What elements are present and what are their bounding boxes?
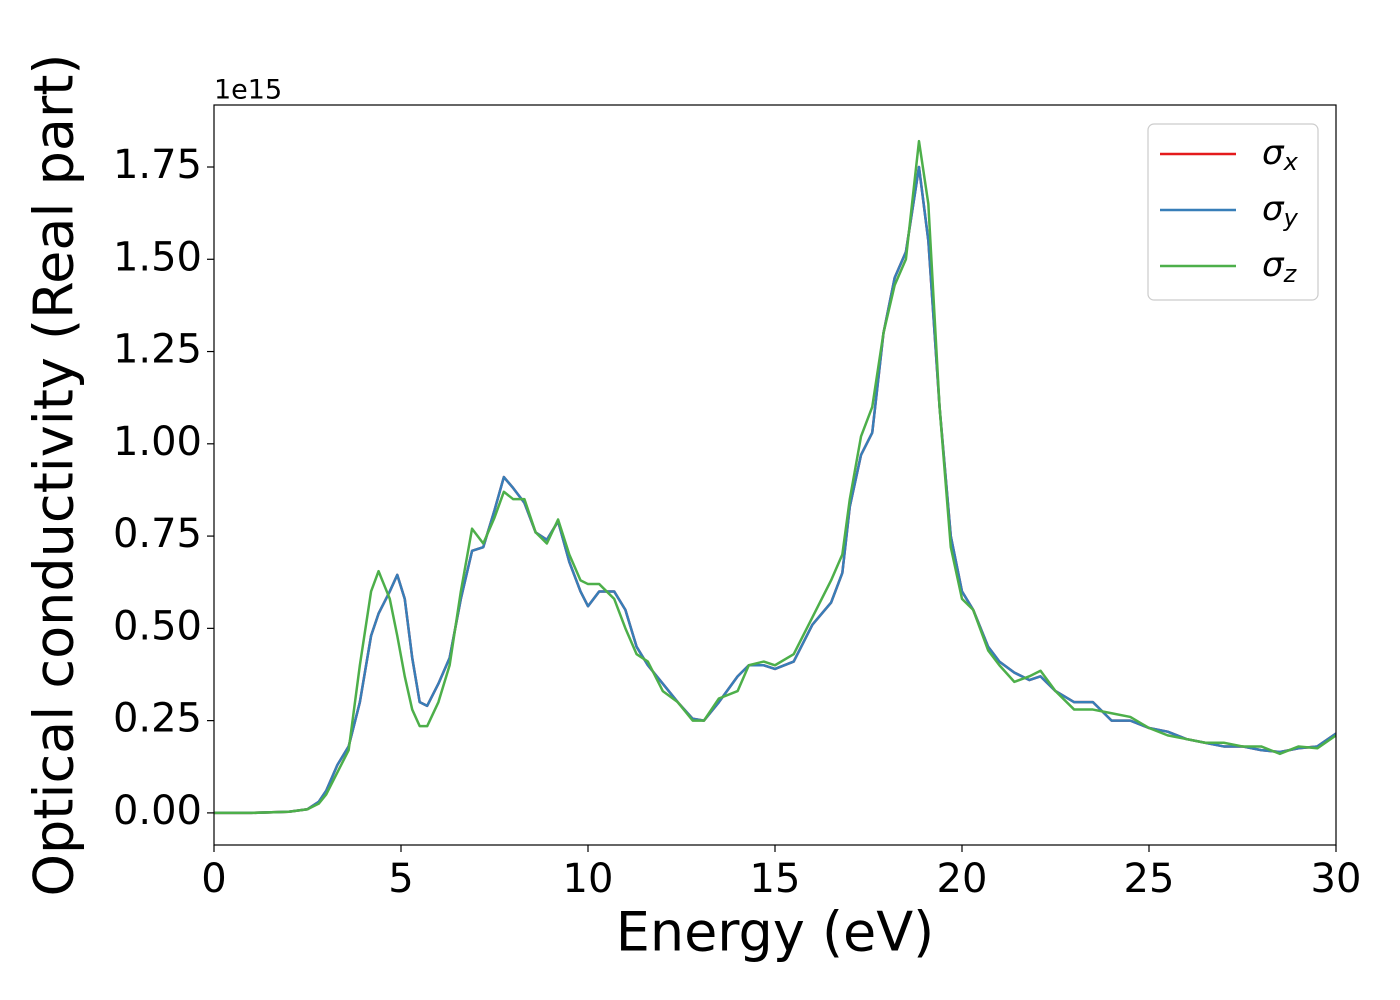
x-tick-label: 25 — [1124, 856, 1175, 902]
x-tick-label: 0 — [201, 856, 226, 902]
x-tick-label: 5 — [388, 856, 413, 902]
series-line — [214, 139, 1336, 815]
x-tick-label: 30 — [1311, 856, 1362, 902]
x-axis-label: Energy (eV) — [616, 901, 935, 964]
y-tick-label: 1.75 — [113, 142, 202, 188]
y-tick-label: 0.50 — [113, 603, 202, 649]
y-tick-label: 1.25 — [113, 327, 202, 373]
y-tick-label: 0.00 — [113, 788, 202, 834]
y-tick-label: 0.75 — [113, 511, 202, 557]
x-tick-label: 20 — [937, 856, 988, 902]
y-tick-label: 1.00 — [113, 419, 202, 465]
plot-frame — [213, 104, 1337, 846]
legend-box — [1147, 123, 1319, 301]
legend-label: σy — [1262, 189, 1299, 233]
legend-label: σx — [1262, 133, 1299, 177]
x-tick-label: 15 — [750, 856, 801, 902]
x-tick-label: 10 — [563, 856, 614, 902]
legend-label: σz — [1262, 245, 1298, 289]
y-axis-label: Optical conductivity (Real part) — [23, 54, 86, 897]
y-offset-label: 1e15 — [214, 75, 282, 106]
y-tick-label: 1.50 — [113, 234, 202, 280]
series-line — [214, 165, 1336, 815]
y-tick-label: 0.25 — [113, 696, 202, 742]
